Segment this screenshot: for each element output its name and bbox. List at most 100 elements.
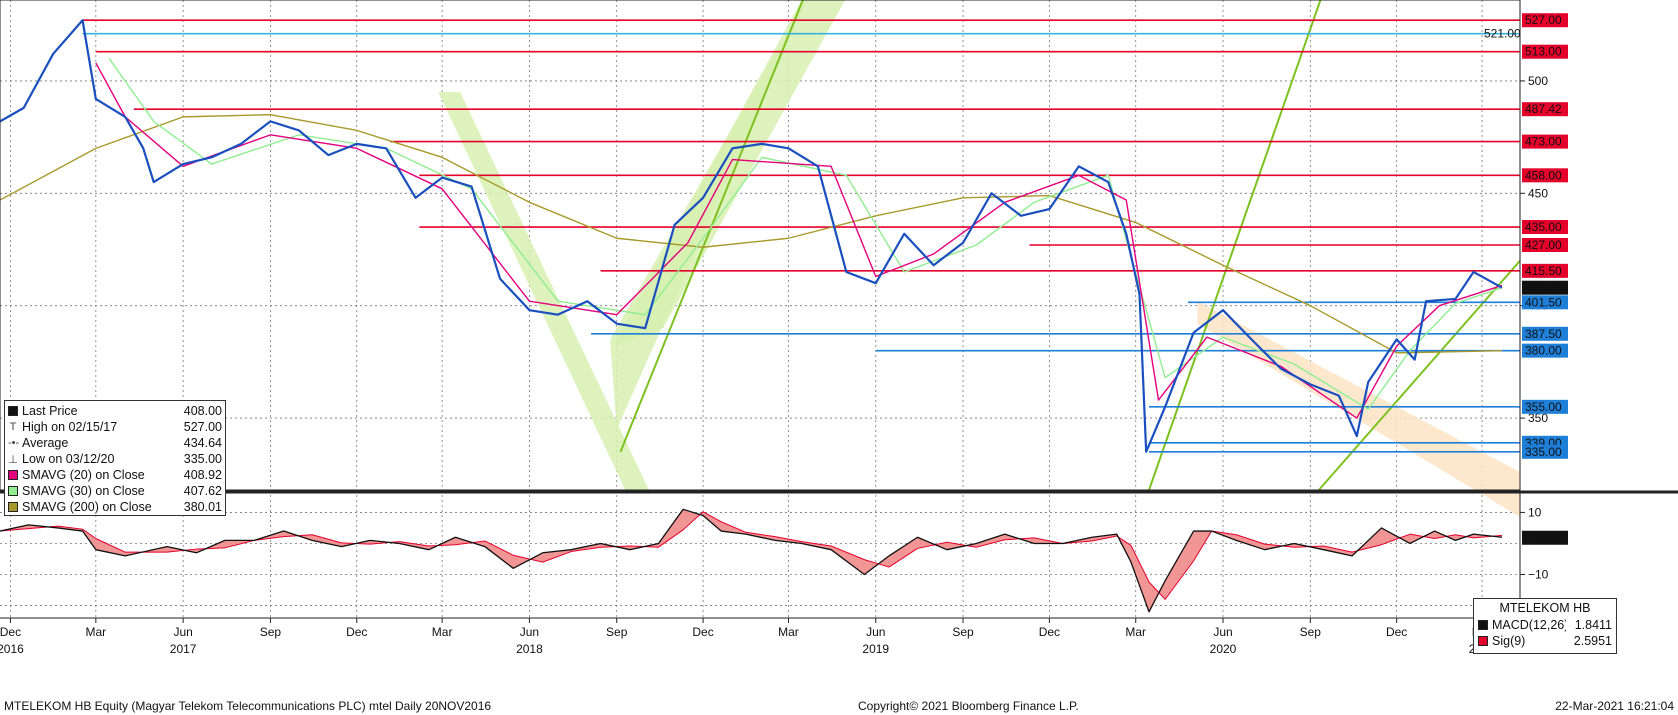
price-legend: Last Price 408.00 T High on 02/15/17 527.00-…: [4, 400, 226, 516]
legend-series-name: Last Price: [22, 404, 78, 418]
level-tag: [1522, 134, 1568, 149]
legend-series-value: 434.64: [183, 436, 222, 450]
macd-legend-name: MACD(12,26): [1492, 618, 1566, 632]
legend-series-name: Low on 03/12/20: [22, 452, 115, 466]
legend-series-value: 407.62: [183, 484, 222, 498]
legend-series-value: 408.92: [183, 468, 222, 482]
level-tag-label: 387.50: [1525, 327, 1562, 341]
legend-swatch-icon: [8, 502, 18, 512]
series-layer: [0, 19, 1503, 453]
level-tag-label: 513.00: [1525, 45, 1562, 59]
green-trend-line: [619, 0, 804, 453]
legend-series-value: 335.00: [183, 452, 222, 466]
signal-legend-row: Sig(9) 2.5951: [1478, 633, 1612, 649]
macd-value-tag: [1522, 530, 1568, 545]
macd-tick-label: 10: [1528, 505, 1542, 519]
signal-line: [0, 511, 1503, 600]
level-tag-label: 527.00: [1525, 13, 1562, 27]
month-tick-label: Dec: [692, 625, 713, 639]
legend-marker-icon: T: [9, 421, 17, 433]
legend-series-value: 380.01: [183, 500, 222, 514]
sma200-line: [0, 113, 1502, 354]
price-tick-label: 350: [1528, 411, 1548, 425]
legend-series-name: SMAVG (200) on Close: [22, 500, 152, 514]
month-tick-label: Dec: [1039, 625, 1060, 639]
level-tag-label: 473.00: [1525, 135, 1562, 149]
legend-row: -•- Average 434.64: [8, 435, 222, 451]
legend-row: ⊥ Low on 03/12/20 335.00: [8, 451, 222, 467]
level-tag: [1522, 220, 1568, 235]
footer-copyright: Copyright© 2021 Bloomberg Finance L.P.: [858, 699, 1079, 713]
channels-layer: [438, 0, 1521, 517]
legend-marker-icon: ⊥: [8, 453, 18, 466]
axis-layer: [0, 0, 1678, 623]
year-tick-label: 2017: [170, 642, 197, 656]
signal-swatch-icon: [1478, 636, 1488, 646]
level-tag-label: 435.00: [1525, 220, 1562, 234]
signal-legend-value: 2.5951: [1573, 634, 1612, 648]
macd-layer: [0, 508, 1503, 613]
legend-row: Last Price 408.00: [8, 403, 222, 419]
legend-row: T High on 02/15/17 527.00: [8, 419, 222, 435]
month-tick-label: Jun: [173, 625, 192, 639]
levels-layer: [82, 19, 1520, 453]
level-tag: [1522, 280, 1568, 295]
legend-series-value: 527.00: [183, 420, 222, 434]
legend-swatch-icon: [8, 406, 18, 416]
macd-line: [0, 508, 1503, 613]
macd-legend: MTELEKOM HB MACD(12,26) 1.8411 Sig(9) 2.…: [1473, 598, 1617, 654]
price-tick-label: 500: [1528, 74, 1548, 88]
level-tag: [1522, 44, 1568, 59]
month-tick-label: Sep: [606, 625, 628, 639]
month-tick-label: Dec: [0, 625, 21, 639]
level-tag: [1522, 343, 1568, 358]
chart-footer: MTELEKOM HB Equity (Magyar Telekom Telec…: [0, 698, 1678, 715]
year-tick-label: 2019: [862, 642, 889, 656]
orange-down-channel: [1197, 301, 1520, 517]
macd-legend-value: 1.8411: [1574, 618, 1612, 632]
level-tag: [1522, 238, 1568, 252]
last-price-line: [0, 19, 1503, 453]
month-tick-label: Mar: [432, 625, 453, 639]
level-tag-label: 458.00: [1525, 168, 1562, 182]
level-tag-label: 415.50: [1525, 264, 1562, 278]
legend-series-value: 408.00: [183, 404, 222, 418]
level-tag: [1522, 168, 1568, 183]
legend-series-name: SMAVG (20) on Close: [22, 468, 145, 482]
level-tag-label: 408.00: [1525, 281, 1562, 295]
footer-timestamp: 22-Mar-2021 16:21:04: [1555, 699, 1674, 713]
signal-legend-name: Sig(9): [1492, 634, 1526, 648]
green-down-channel: [438, 92, 649, 491]
month-tick-label: Sep: [1300, 625, 1322, 639]
month-tick-label: Mar: [1125, 625, 1146, 639]
level-tag: [1522, 444, 1568, 459]
month-tick-label: Sep: [260, 625, 282, 639]
level-tag-label: 380.00: [1525, 344, 1562, 358]
level-tag-label: 401.50: [1525, 295, 1562, 309]
level-tag: [1522, 326, 1568, 341]
legend-marker-icon: -•-: [8, 437, 20, 449]
level-tag-label: 427.00: [1525, 238, 1562, 252]
year-tick-label: 2018: [516, 642, 543, 656]
year-tick-label: 2016: [0, 642, 24, 656]
month-tick-label: Jun: [520, 625, 539, 639]
month-tick-label: Dec: [1386, 625, 1407, 639]
level-tag-label: 355.00: [1525, 400, 1562, 414]
month-tick-label: Mar: [778, 625, 799, 639]
macd-legend-row: MACD(12,26) 1.8411: [1478, 617, 1612, 633]
macd-histogram-area: [0, 509, 1502, 612]
legend-swatch-icon: [8, 486, 18, 496]
month-tick-label: Sep: [952, 625, 974, 639]
macd-tick-label: −10: [1528, 568, 1549, 582]
legend-row: SMAVG (200) on Close 380.01: [8, 499, 222, 515]
macd-legend-title: MTELEKOM HB: [1499, 601, 1591, 615]
month-tick-label: Jun: [1213, 625, 1232, 639]
footer-security-title: MTELEKOM HB Equity (Magyar Telekom Telec…: [4, 699, 492, 713]
month-tick-label: Jun: [866, 625, 885, 639]
level-tag: [1522, 399, 1568, 414]
macd-value-tag-label: 1.8411: [1525, 531, 1561, 545]
sma30-line: [108, 58, 1503, 410]
level-tag: [1522, 295, 1568, 310]
price-tick-label: 450: [1528, 186, 1548, 200]
